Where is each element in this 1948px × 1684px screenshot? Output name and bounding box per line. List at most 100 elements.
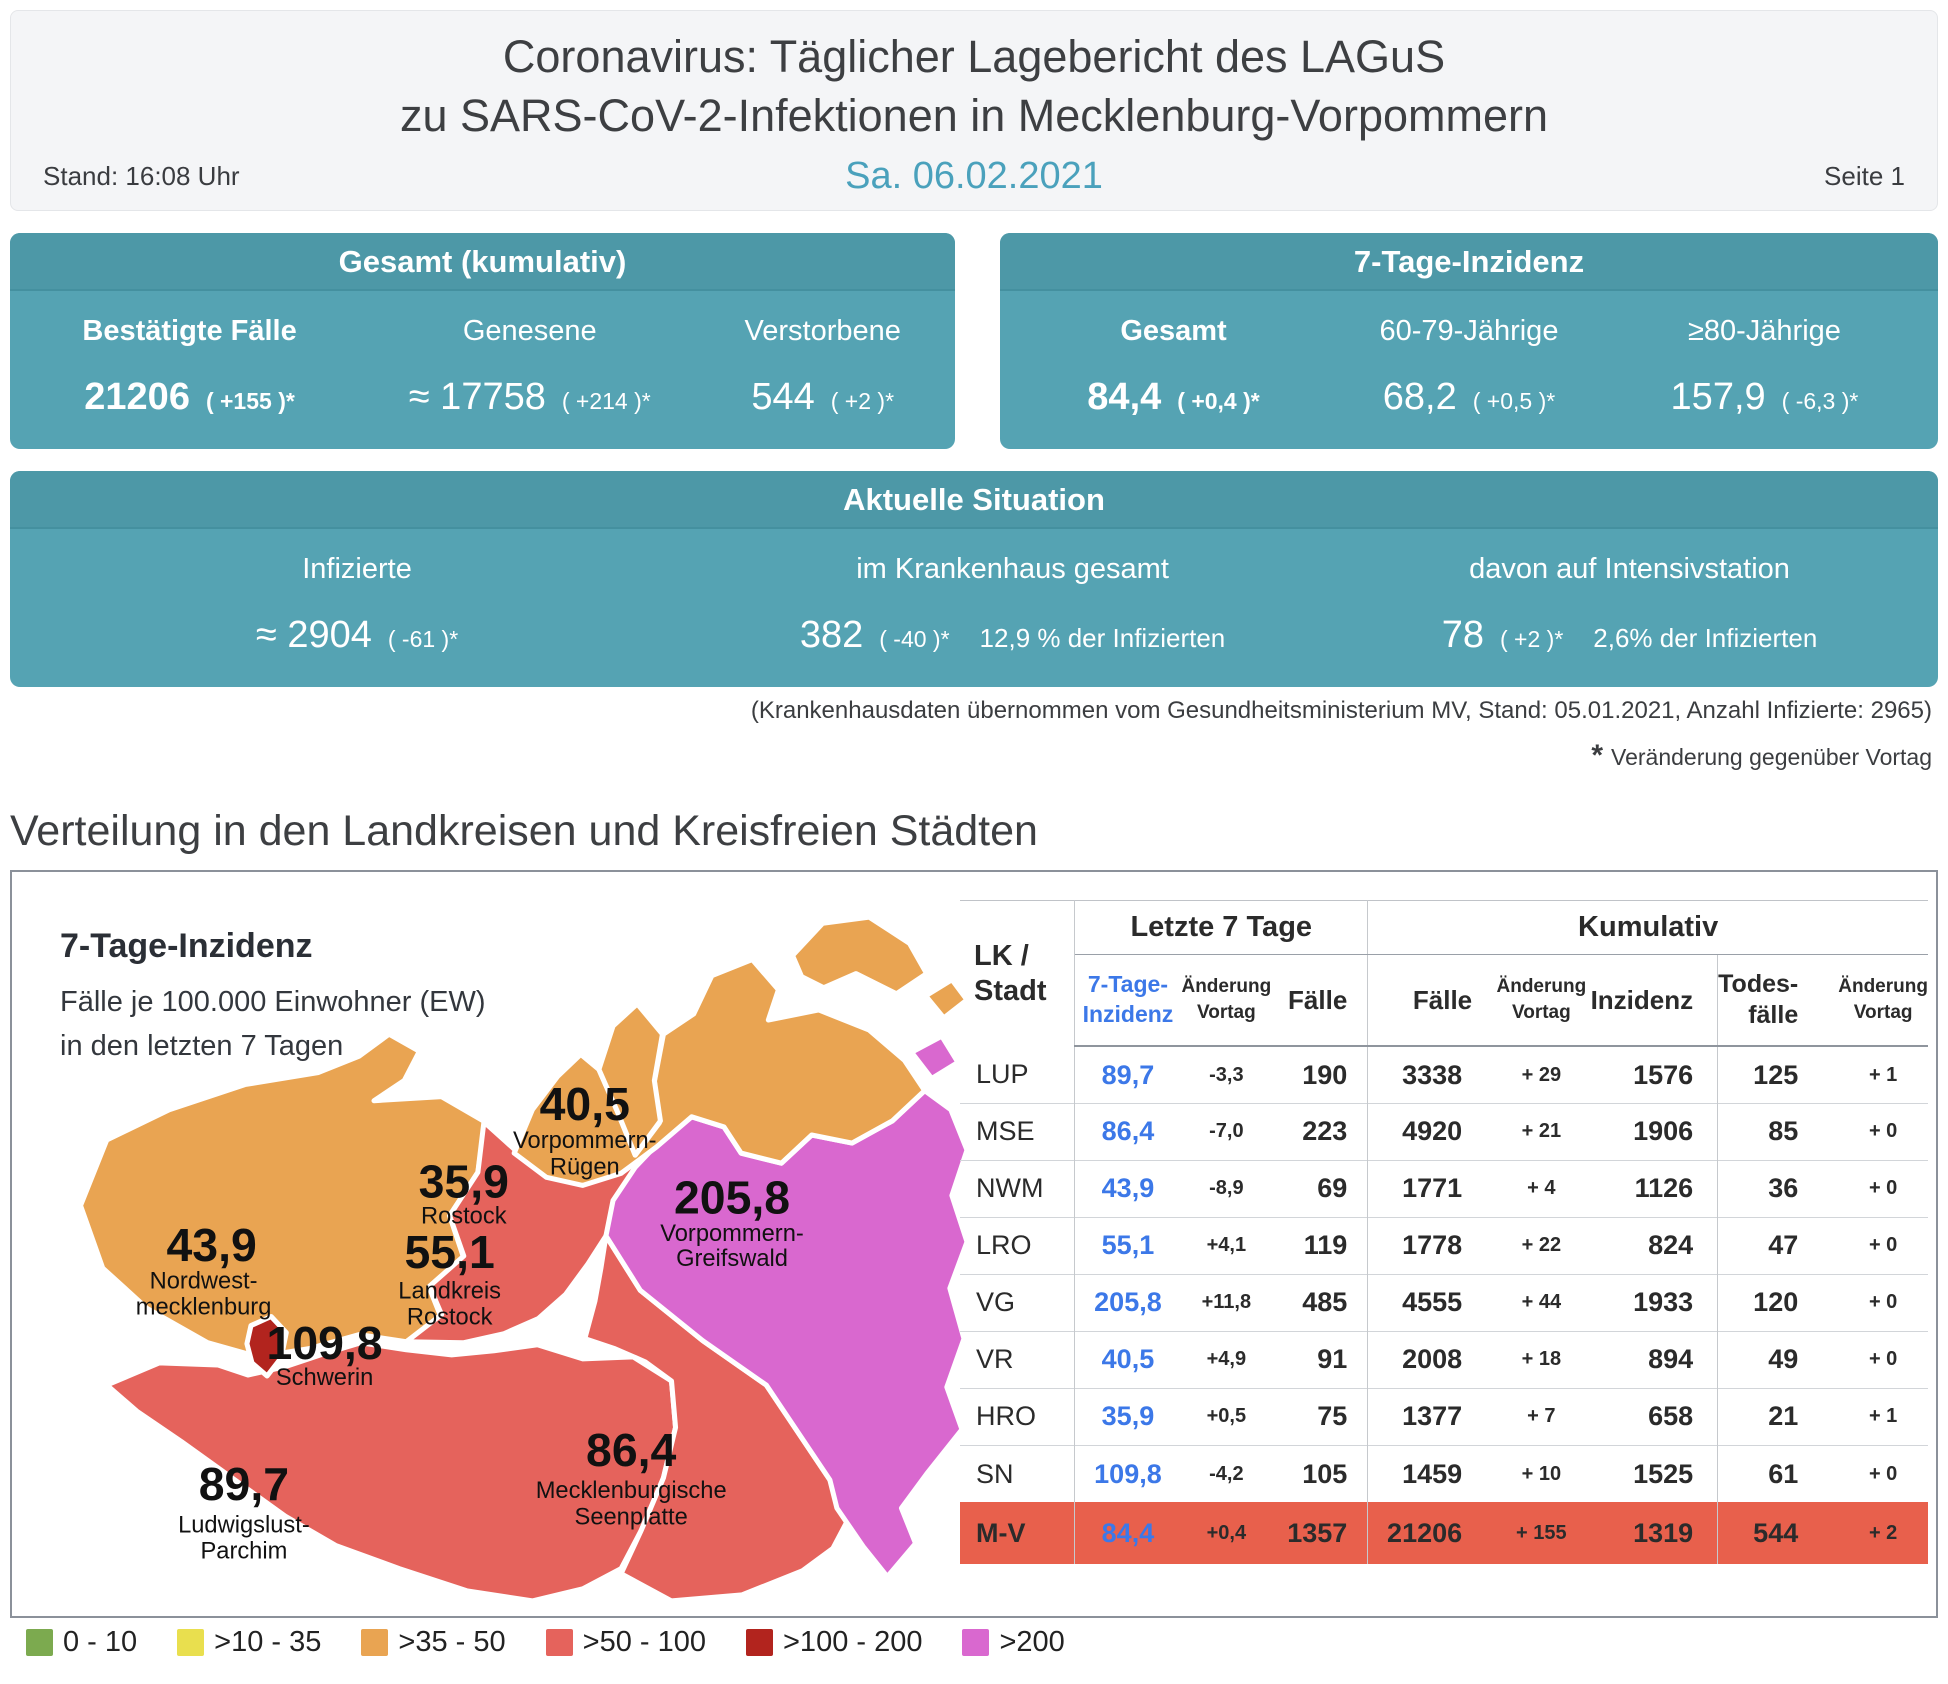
panel-aktuelle-situation: Aktuelle Situation Infizierte ≈ 2904( -6… — [10, 470, 1938, 687]
stat-verstorbene: Verstorbene 544( +2 )* — [744, 314, 901, 418]
stat-change: ( +2 )* — [1500, 625, 1564, 652]
report-date: Sa. 06.02.2021 — [845, 154, 1103, 197]
legend-item: 0 - 10 — [26, 1626, 137, 1659]
cell-faelle-kum: 3338 — [1402, 1059, 1463, 1090]
map-label: Ludwigslust- — [178, 1512, 310, 1538]
cell-aenderung-vortag-kum: + 29 — [1521, 1063, 1562, 1086]
map-value-landkreis-rostock: 55,1 — [405, 1226, 495, 1278]
stat-value: ≈ 2904 — [255, 613, 372, 656]
cell-district-code: LRO — [960, 1216, 1076, 1275]
col-header-aenderung-vortag-tod: Änderung Vortag — [1838, 954, 1928, 1048]
map-label: Vorpommern- — [660, 1221, 804, 1247]
table-row: LRO 55,1 +4,1 119 1778 + 22 824 47 + 0 — [960, 1216, 1928, 1275]
map-value-vorpommern-greifswald: 205,8 — [674, 1171, 790, 1223]
map-subtitle-1: Fälle je 100.000 Einwohner (EW) — [60, 985, 486, 1018]
cell-todesfaelle: 120 — [1717, 1273, 1839, 1332]
cell-faelle-kum: 2008 — [1367, 1330, 1493, 1389]
legend-item: >35 - 50 — [361, 1626, 506, 1659]
stat-krankenhaus: im Krankenhaus gesamt 382( -40 )* 12,9 % … — [799, 552, 1226, 656]
region-ruegen-island — [790, 914, 930, 997]
col-group-letzte-7-tage: Letzte 7 Tage — [1074, 899, 1369, 955]
report-title-line2: zu SARS-CoV-2-Infektionen in Mecklenburg… — [399, 90, 1549, 142]
cell-aenderung-vortag-tod: + 0 — [1838, 1444, 1928, 1503]
cell-faelle-kum: 1459 — [1367, 1444, 1493, 1503]
table-row: VG 205,8 +11,8 485 4555 + 44 1933 120 + … — [960, 1273, 1928, 1332]
report-header: Coronavirus: Täglicher Lagebericht des L… — [10, 10, 1938, 211]
footnote-asterisk: * Veränderung gegenüber Vortag — [1591, 738, 1932, 772]
table-row: HRO 35,9 +0,5 75 1377 + 7 658 21 + 1 — [960, 1387, 1928, 1446]
cell-todesfaelle: 544 — [1717, 1502, 1839, 1565]
map-value-rostock: 35,9 — [419, 1155, 509, 1207]
stat-infizierte: Infizierte ≈ 2904( -61 )* — [255, 552, 459, 656]
map-label: mecklenburg — [136, 1294, 272, 1320]
cell-aenderung-vortag-tod: + 2 — [1838, 1502, 1928, 1565]
cell-aenderung-vortag-kum: + 10 — [1492, 1444, 1591, 1503]
panel-gesamt-kumulativ: Gesamt (kumulativ) Bestätigte Fälle 2120… — [10, 232, 955, 449]
stand-timestamp: Stand: 16:08 Uhr — [43, 160, 240, 191]
cell-faelle-7t: 105 — [1272, 1444, 1369, 1503]
legend-swatch — [26, 1628, 53, 1656]
cell-aenderung-vortag: -3,3 — [1209, 1063, 1244, 1086]
stat-change: ( -40 )* — [879, 625, 950, 652]
map-label: Greifswald — [676, 1246, 788, 1272]
legend-swatch — [746, 1628, 773, 1656]
cell-7-tage-inzidenz: 86,4 — [1074, 1102, 1181, 1161]
legend-item: >50 - 100 — [545, 1626, 706, 1659]
cell-faelle-7t: 1357 — [1272, 1502, 1369, 1565]
map-subtitle-2: in den letzten 7 Tagen — [60, 1029, 344, 1062]
legend-item: >200 — [962, 1626, 1065, 1659]
cell-faelle-kum: 1771 — [1367, 1159, 1493, 1218]
table-row: LUP 89,7 -3,3 190 3338 + 29 1576 125 + 1 — [960, 1046, 1928, 1104]
stat-value: ≈ 17758 — [408, 375, 546, 418]
stat-bestaetigte-faelle: Bestätigte Fälle 21206( +155 )* — [82, 314, 297, 418]
map-label: Seenplatte — [575, 1504, 688, 1530]
cell-faelle-kum: 4555 — [1367, 1273, 1493, 1332]
stat-change: ( +0,5 )* — [1472, 387, 1556, 414]
stat-value: 84,4 — [1087, 375, 1162, 418]
map-title: 7-Tage-Inzidenz — [60, 926, 313, 965]
cell-inzidenz-kum: 1126 — [1590, 1159, 1719, 1218]
cell-district-code: SN — [960, 1444, 1076, 1503]
col-header-7-tage-inzidenz: 7-Tage- Inzidenz — [1074, 954, 1181, 1048]
footnote-hospital: (Krankenhausdaten übernommen vom Gesundh… — [750, 696, 1932, 724]
col-header-todesfaelle: Todes-fälle — [1717, 954, 1839, 1048]
region-schwerin — [244, 1313, 289, 1379]
cell-aenderung-vortag-tod: + 0 — [1838, 1216, 1928, 1275]
cell-faelle-7t: 119 — [1272, 1216, 1369, 1275]
cell-faelle-7t: 190 — [1272, 1046, 1369, 1104]
cell-aenderung-vortag-tod: + 1 — [1838, 1387, 1928, 1446]
map-value-ludwigslust-parchim: 89,7 — [199, 1458, 289, 1510]
map-value-schwerin: 109,8 — [267, 1317, 383, 1369]
page-number: Seite 1 — [1824, 160, 1905, 191]
cell-district-code: LUP — [960, 1046, 1076, 1104]
cell-faelle-kum: 4920 — [1367, 1102, 1493, 1161]
stat-value: 157,9 — [1670, 375, 1766, 418]
col-group-kumulativ: Kumulativ — [1367, 899, 1928, 955]
cell-faelle-kum: 1377 — [1367, 1387, 1493, 1446]
cell-aenderung-vortag: -8,9 — [1180, 1159, 1273, 1218]
panel-7-tage-inzidenz: 7-Tage-Inzidenz Gesamt 84,4( +0,4 )* 60-… — [1000, 232, 1938, 449]
col-header-inzidenz-kum: Inzidenz — [1590, 954, 1719, 1048]
section-title: Verteilung in den Landkreisen und Kreisf… — [10, 806, 1038, 855]
distribution-panel: 43,9 Nordwest- mecklenburg 109,8 Schweri… — [10, 869, 1938, 1618]
panel-situation-title: Aktuelle Situation — [10, 470, 1938, 529]
stat-change: ( +2 )* — [830, 387, 895, 414]
asterisk: * — [1591, 738, 1603, 772]
table-body: LUP 89,7 -3,3 190 3338 + 29 1576 125 + 1… — [960, 1046, 1928, 1565]
cell-todesfaelle: 49 — [1717, 1330, 1839, 1389]
panel-gesamt-title: Gesamt (kumulativ) — [10, 232, 955, 291]
map-label: Rostock — [407, 1304, 493, 1330]
cell-district-code: VG — [960, 1273, 1076, 1332]
stat-inzidenz-80plus: ≥80-Jährige 157,9( -6,3 )* — [1670, 314, 1859, 418]
cell-faelle-7t: 75 — [1272, 1387, 1369, 1446]
cell-faelle-kum: 1778 — [1367, 1216, 1493, 1275]
col-header-lk-stadt: LK / Stadt — [960, 899, 1076, 1047]
stat-panels-row: Gesamt (kumulativ) Bestätigte Fälle 2120… — [10, 232, 1938, 449]
cell-7-tage-inzidenz: 55,1 — [1074, 1216, 1181, 1275]
cell-faelle-7t: 69 — [1272, 1159, 1369, 1218]
mv-region-map: 43,9 Nordwest- mecklenburg 109,8 Schweri… — [78, 914, 966, 1604]
cell-district-code: MSE — [960, 1102, 1076, 1161]
map-label: Rügen — [550, 1154, 620, 1180]
incidence-legend: 0 - 10 >10 - 35 >35 - 50 >50 - 100 >100 … — [26, 1626, 1948, 1659]
cell-aenderung-vortag-tod: + 0 — [1838, 1159, 1928, 1218]
